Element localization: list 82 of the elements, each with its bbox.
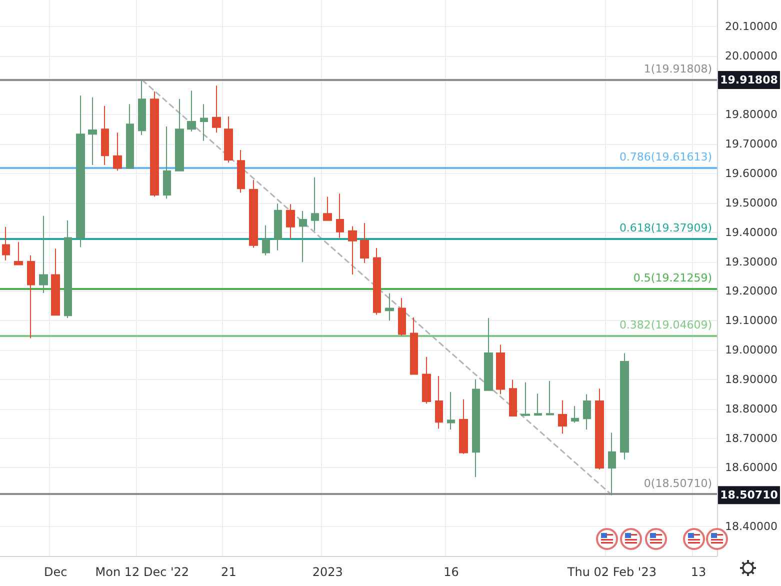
- candlestick: [484, 318, 493, 391]
- y-tick-label: 18.90000: [725, 372, 778, 386]
- y-tick-label: 19.80000: [725, 108, 778, 122]
- ref-line-label: 0.618(19.37909): [619, 221, 712, 234]
- candlestick: [447, 391, 455, 430]
- candlestick: [373, 247, 381, 316]
- candlestick: [101, 105, 109, 166]
- candlestick: [608, 432, 616, 496]
- candlestick: [200, 104, 208, 142]
- candlestick: [187, 90, 196, 132]
- x-tick-label: Dec: [44, 565, 68, 579]
- candlestick: [583, 394, 591, 430]
- candlestick: [27, 254, 35, 339]
- candlestick: [64, 220, 72, 319]
- candlestick: [88, 96, 97, 166]
- candlestick: [2, 226, 10, 261]
- candlestick: [459, 398, 468, 454]
- ref-line-label: 1(19.91808): [644, 62, 712, 76]
- y-tick-label: 20.00000: [725, 49, 778, 62]
- candlestick: [299, 210, 307, 263]
- candlestick: [262, 224, 270, 256]
- candlestick: [558, 400, 567, 434]
- x-tick-label: 16: [444, 565, 459, 579]
- text: 19.91808: [720, 73, 778, 86]
- y-tick-label: 20.10000: [725, 20, 778, 33]
- y-tick-label: 19.60000: [725, 167, 778, 180]
- x-tick-label: 21: [221, 565, 236, 579]
- candlestick: [237, 150, 245, 194]
- candlestick: [163, 126, 171, 200]
- ref-line-label: 0.786(19.61613): [619, 150, 712, 164]
- ref-line-label: 0.382(19.04609): [619, 318, 712, 332]
- candlestick: [509, 379, 517, 416]
- x-tick-label: Mon 12 Dec '22: [95, 565, 190, 579]
- ref-line-label: 0(18.50710): [644, 477, 712, 490]
- ref-line-label: 0.5(19.21259): [633, 271, 712, 284]
- y-tick-label: 18.40000: [725, 520, 778, 534]
- y-tick-label: 19.10000: [725, 314, 778, 328]
- candlestick: [620, 352, 629, 460]
- y-tick-label: 19.20000: [725, 284, 778, 298]
- y-tick-label: 18.70000: [725, 432, 778, 445]
- x-tick-label: 2023: [312, 565, 343, 579]
- x-tick-label: Thu 02 Feb '23: [566, 565, 656, 579]
- candlestick: [398, 298, 406, 336]
- candlestick: [472, 378, 480, 478]
- candlestick: [224, 116, 233, 164]
- text: 18.50710: [720, 488, 778, 502]
- candlestick: [126, 104, 134, 169]
- y-tick-label: 18.60000: [725, 461, 778, 474]
- candlestick: [360, 222, 369, 264]
- candlestick: [175, 98, 184, 172]
- candlestick: [385, 292, 394, 322]
- candlestick: [571, 405, 579, 424]
- candlestick: [150, 90, 159, 198]
- candlestick: [534, 393, 542, 416]
- candlestick: [496, 344, 505, 395]
- candlestick: [311, 176, 319, 232]
- y-tick-label: 18.80000: [725, 402, 778, 416]
- candlestick: [595, 388, 604, 470]
- candlestick: [286, 204, 295, 240]
- candlestick: [274, 203, 282, 251]
- candlestick: [336, 193, 344, 238]
- candlestick: [410, 316, 418, 376]
- candlestick: [39, 215, 48, 294]
- y-tick-label: 19.00000: [725, 344, 778, 357]
- x-tick-label: 13: [690, 565, 706, 579]
- candlestick: [14, 242, 23, 266]
- candlestick: [348, 226, 357, 275]
- candlestick: [138, 80, 146, 136]
- candlestick: [422, 356, 431, 404]
- candlestick: [249, 180, 258, 248]
- candlestick: [323, 196, 332, 221]
- y-tick-label: 19.50000: [725, 196, 778, 210]
- candlestick: [51, 248, 60, 316]
- candlestick: [113, 132, 122, 172]
- y-tick-label: 19.30000: [725, 255, 778, 268]
- candlestick: [212, 85, 221, 134]
- candlestick: [546, 380, 554, 416]
- candlestick: [435, 375, 443, 430]
- y-tick-label: 19.70000: [725, 138, 778, 151]
- candlestick: [521, 382, 530, 416]
- y-tick-label: 19.40000: [725, 226, 778, 239]
- candlestick: [76, 95, 85, 248]
